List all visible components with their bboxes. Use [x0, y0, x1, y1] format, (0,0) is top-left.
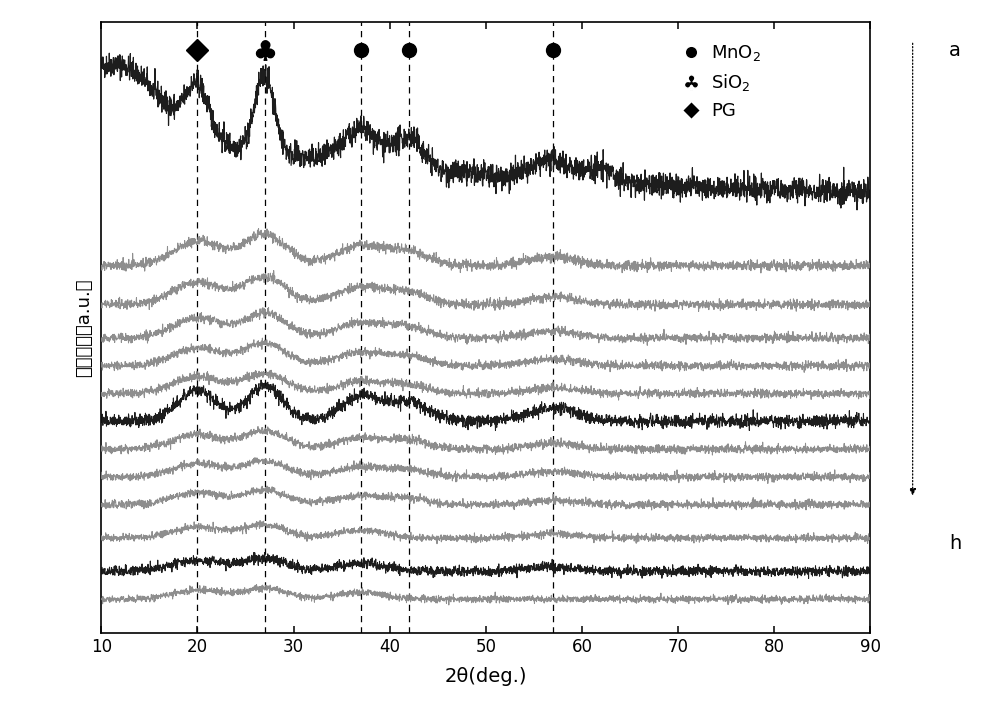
Y-axis label: 累积强度（a.u.）: 累积强度（a.u.） [75, 278, 93, 377]
Legend: MnO$_2$, SiO$_2$, PG: MnO$_2$, SiO$_2$, PG [682, 44, 761, 120]
Text: a: a [949, 41, 961, 59]
X-axis label: 2θ(deg.): 2θ(deg.) [445, 666, 527, 686]
Text: h: h [949, 534, 961, 553]
